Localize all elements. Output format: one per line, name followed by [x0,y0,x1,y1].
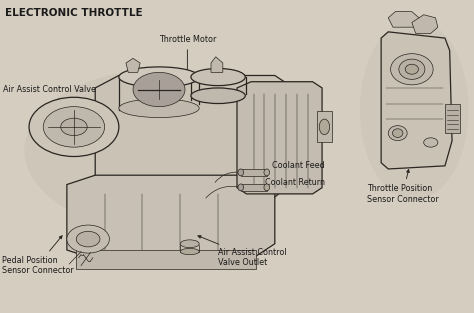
Bar [74,133,107,142]
Text: Air Assist Control
Valve Outlet: Air Assist Control Valve Outlet [198,236,287,268]
Bar [76,250,256,269]
Polygon shape [237,82,322,194]
Text: Pedal Position
Sensor Connector: Pedal Position Sensor Connector [1,236,73,275]
Text: ELECTRONIC THROTTLE: ELECTRONIC THROTTLE [5,8,143,18]
Ellipse shape [399,59,425,80]
Circle shape [29,97,119,156]
Polygon shape [412,15,438,33]
Ellipse shape [191,69,245,86]
Circle shape [133,72,185,107]
Ellipse shape [238,169,244,176]
Text: Coolant Return: Coolant Return [243,178,325,190]
Bar [445,104,460,133]
Polygon shape [126,58,140,72]
Circle shape [61,118,87,136]
Text: Throttle Position
Sensor Connector: Throttle Position Sensor Connector [367,170,439,203]
Ellipse shape [119,99,199,118]
Ellipse shape [360,19,469,200]
Bar [318,111,331,142]
Bar [241,169,267,176]
Polygon shape [381,32,452,169]
Polygon shape [67,175,275,256]
Circle shape [43,107,105,147]
Ellipse shape [180,249,199,255]
Bar [241,184,267,191]
Ellipse shape [119,67,199,87]
Ellipse shape [264,169,270,176]
Circle shape [76,231,100,247]
Ellipse shape [405,64,419,74]
Circle shape [67,225,109,253]
Polygon shape [95,75,294,197]
Ellipse shape [24,69,299,231]
Ellipse shape [238,184,244,191]
Ellipse shape [392,129,403,137]
Ellipse shape [391,54,433,85]
Text: Throttle Motor: Throttle Motor [159,35,216,80]
Ellipse shape [191,88,245,104]
Ellipse shape [388,126,407,141]
Ellipse shape [180,240,199,248]
Ellipse shape [264,184,270,191]
Ellipse shape [424,138,438,147]
Text: Air Assist Control Valve: Air Assist Control Valve [3,85,96,123]
Ellipse shape [319,119,329,135]
Polygon shape [388,12,419,27]
Text: Coolant Feed: Coolant Feed [253,161,325,174]
Polygon shape [211,57,223,72]
